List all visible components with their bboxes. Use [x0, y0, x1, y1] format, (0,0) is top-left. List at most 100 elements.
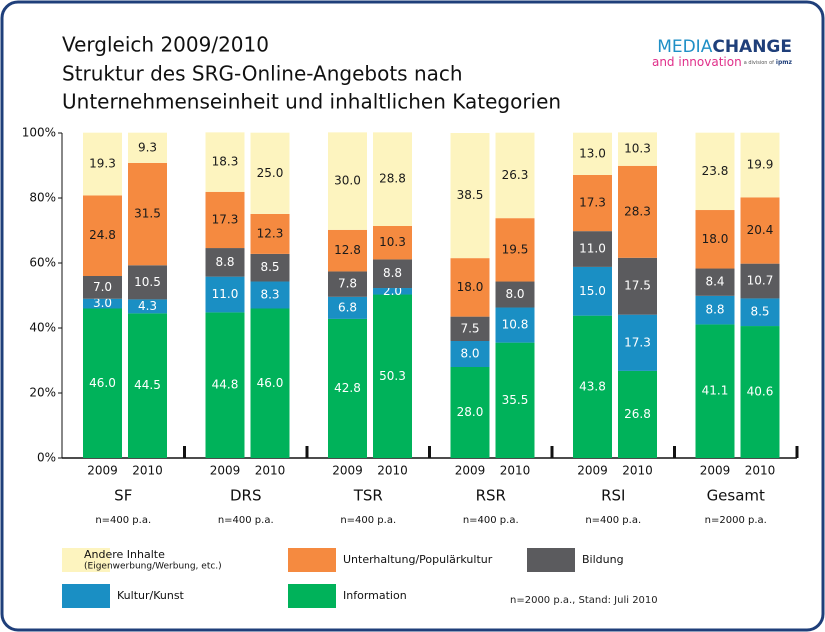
bar-segment — [573, 174, 612, 232]
bar-segment — [373, 288, 412, 295]
bar-segment — [128, 265, 167, 300]
data-label: 7.0 — [93, 280, 112, 294]
data-label: 44.5 — [134, 378, 161, 392]
legend-label: Information — [343, 589, 407, 602]
bar-segment — [250, 253, 290, 282]
data-label: 18.3 — [212, 155, 239, 169]
group-note: n=2000 p.a. — [705, 515, 767, 526]
logo-part: a division of — [744, 60, 774, 66]
data-label: 30.0 — [334, 174, 361, 188]
data-label: 26.8 — [624, 407, 651, 421]
bar-segment — [573, 315, 612, 458]
bar-segment — [205, 132, 245, 192]
x-tick-label: 2009 — [700, 464, 731, 478]
bar-segment — [618, 165, 657, 258]
bar-segment — [740, 326, 780, 458]
data-label: 3.0 — [93, 296, 112, 310]
bar-segment — [328, 132, 367, 230]
bar-segment — [205, 312, 245, 458]
data-label: 24.8 — [89, 228, 116, 242]
data-label: 11.0 — [579, 242, 606, 256]
bar-segment — [450, 367, 490, 458]
bar-segment — [128, 299, 167, 314]
data-label: 46.0 — [89, 376, 116, 390]
data-label: 10.5 — [134, 275, 161, 289]
bar-segment — [695, 295, 735, 325]
bar-segment — [695, 324, 735, 458]
group-label: RSR — [476, 487, 506, 505]
legend-swatch — [288, 584, 336, 608]
data-label: 50.3 — [379, 369, 406, 383]
bar-segment — [83, 132, 122, 196]
logo-part: and innovation — [652, 55, 742, 69]
x-tick-label: 2010 — [255, 464, 286, 478]
data-label: 28.8 — [379, 172, 406, 186]
data-label: 38.5 — [457, 188, 484, 202]
data-label: 31.5 — [134, 207, 161, 221]
y-tick-label: 0% — [37, 451, 56, 465]
bar-segment — [250, 281, 290, 309]
data-label: 18.0 — [702, 232, 729, 246]
bar-segment — [450, 316, 490, 341]
chart-title: Vergleich 2009/2010 — [62, 33, 269, 57]
data-label: 8.5 — [750, 305, 769, 319]
legend-label: Kultur/Kunst — [117, 589, 185, 602]
data-label: 35.5 — [502, 393, 529, 407]
data-label: 8.0 — [505, 287, 524, 301]
data-label: 15.0 — [579, 284, 606, 298]
data-label: 40.6 — [747, 385, 774, 399]
data-label: 9.3 — [138, 140, 157, 154]
group-label: RSI — [601, 487, 625, 505]
group-separator — [305, 446, 309, 458]
bar-segment — [205, 191, 245, 249]
data-label: 8.8 — [215, 255, 234, 269]
bar-segment — [495, 218, 535, 282]
data-label: 20.4 — [747, 223, 774, 237]
data-label: 42.8 — [334, 381, 361, 395]
bar-segment — [250, 213, 290, 254]
data-label: 8.8 — [383, 266, 402, 280]
legend-label: Bildung — [582, 553, 624, 566]
data-label: 17.3 — [579, 196, 606, 210]
data-label: 19.3 — [89, 157, 116, 171]
bar-segment — [573, 132, 612, 175]
data-label: 8.3 — [260, 288, 279, 302]
data-label: 8.4 — [705, 275, 724, 289]
x-tick-label: 2009 — [210, 464, 241, 478]
data-label: 8.5 — [260, 260, 279, 274]
data-label: 41.1 — [702, 384, 729, 398]
bar-segment — [695, 268, 735, 296]
bar-segment — [450, 133, 490, 259]
group-label: Gesamt — [707, 487, 765, 505]
bar-segment — [495, 281, 535, 308]
bar-segment — [328, 296, 367, 319]
data-label: 8.0 — [460, 347, 479, 361]
y-tick-label: 40% — [29, 321, 56, 335]
y-tick-label: 100% — [22, 126, 56, 140]
x-tick-label: 2010 — [500, 464, 531, 478]
bar-segment — [373, 225, 412, 260]
x-tick-label: 2009 — [577, 464, 608, 478]
bar-segment — [328, 318, 367, 458]
group-label: SF — [114, 487, 132, 505]
data-label: 10.7 — [747, 274, 774, 288]
x-tick-label: 2010 — [622, 464, 653, 478]
group-note: n=400 p.a. — [218, 515, 274, 526]
data-label: 17.5 — [624, 279, 651, 293]
x-tick-label: 2009 — [332, 464, 363, 478]
bar-segment — [373, 294, 412, 458]
x-tick-label: 2010 — [377, 464, 408, 478]
legend-swatch — [527, 548, 575, 572]
data-label: 25.0 — [257, 166, 284, 180]
bar-segment — [695, 132, 735, 211]
data-label: 4.3 — [138, 299, 157, 313]
legend-label: Andere Inhalte — [84, 548, 165, 561]
group-note: n=400 p.a. — [585, 515, 641, 526]
group-label: TSR — [353, 487, 383, 505]
bar-segment — [740, 298, 780, 327]
y-tick-label: 20% — [29, 386, 56, 400]
bar-segment — [450, 341, 490, 367]
bar-segment — [128, 132, 167, 163]
bar-segment — [83, 308, 122, 458]
